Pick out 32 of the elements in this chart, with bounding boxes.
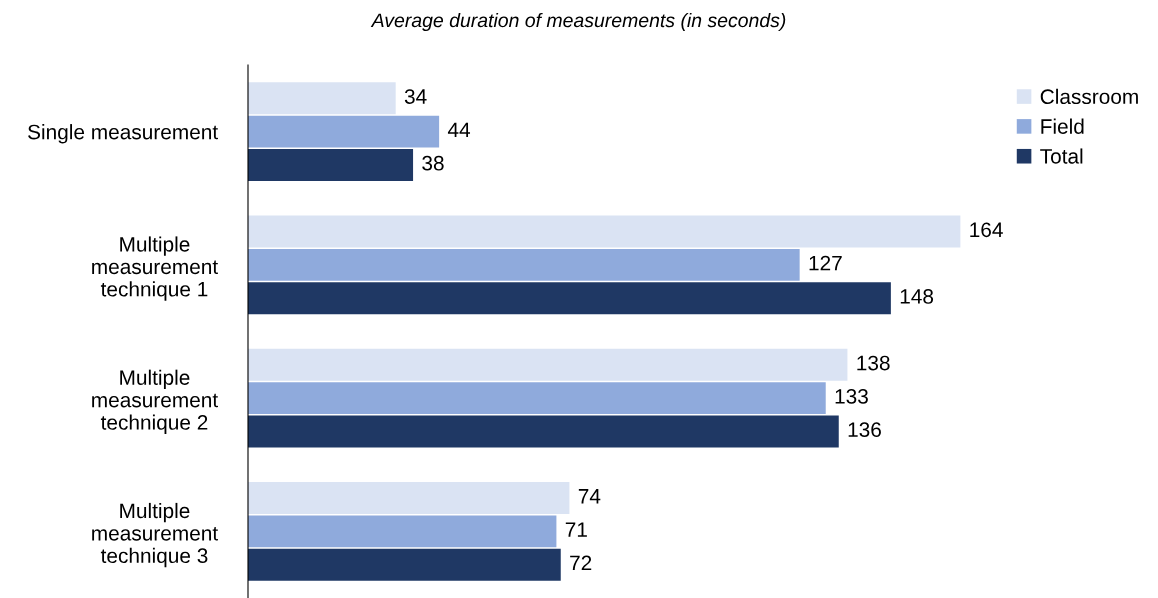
data-label: 148: [900, 289, 934, 304]
bar: [248, 482, 570, 515]
data-label: 133: [835, 388, 868, 404]
data-label: 138: [857, 355, 890, 371]
bar: [248, 215, 961, 248]
bar: [248, 548, 561, 581]
data-label: 34: [404, 89, 427, 104]
legend-label: Classroom: [1040, 88, 1138, 105]
bar: [248, 415, 839, 448]
chart-title: Average duration of measurements (in seconds): [370, 12, 786, 32]
bar: [248, 348, 848, 381]
y-tick-label: Multiple measurement technique 3: [92, 502, 218, 568]
bar: [248, 515, 557, 548]
y-tick-label: Multiple measurement technique 1: [92, 236, 218, 301]
bar: [248, 248, 800, 281]
bar: [248, 82, 396, 115]
legend-label: Field: [1041, 118, 1084, 134]
y-tick-label: Multiple measurement technique 2: [92, 369, 218, 434]
bar: [248, 115, 440, 148]
y-tick-label: Single measurement: [28, 124, 218, 144]
data-label: 164: [970, 222, 1003, 238]
data-label: 72: [570, 555, 592, 571]
data-label: 44: [447, 122, 471, 138]
data-label: 71: [565, 522, 587, 537]
legend-label: Total: [1040, 148, 1083, 164]
data-label: 127: [809, 255, 842, 271]
bar: [248, 282, 891, 315]
data-label: 136: [848, 422, 881, 438]
data-label: 74: [578, 489, 601, 504]
data-label: 38: [422, 155, 444, 171]
bar: [248, 382, 826, 415]
bar: [248, 148, 414, 181]
